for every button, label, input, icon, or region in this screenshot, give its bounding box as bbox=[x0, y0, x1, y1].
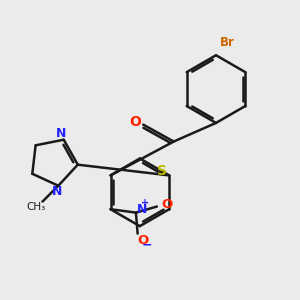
Text: N: N bbox=[56, 127, 66, 140]
Text: O: O bbox=[138, 234, 149, 247]
Text: N: N bbox=[51, 185, 62, 198]
Text: S: S bbox=[157, 164, 167, 178]
Text: N: N bbox=[137, 203, 147, 216]
Text: +: + bbox=[141, 198, 149, 208]
Text: O: O bbox=[129, 115, 141, 129]
Text: −: − bbox=[142, 238, 152, 251]
Text: O: O bbox=[162, 198, 173, 211]
Text: Br: Br bbox=[220, 36, 235, 49]
Text: CH₃: CH₃ bbox=[27, 202, 46, 212]
